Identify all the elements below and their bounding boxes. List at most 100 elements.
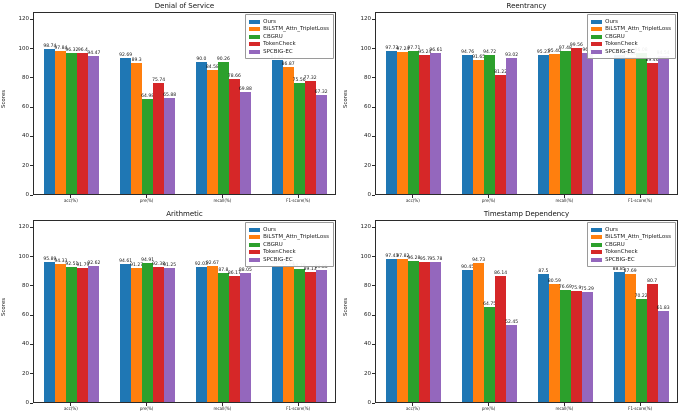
y-tick-label: 0 [25, 192, 30, 198]
bar-TokenCheck: 78.66 [228, 74, 241, 194]
bar-TokenCheck: 86.17 [228, 271, 241, 402]
bar-value-label: 94.61 [119, 258, 133, 264]
y-tick-mark [30, 343, 33, 345]
legend-item: Ours [591, 227, 671, 233]
bar-value-label: 96.28 [407, 256, 421, 262]
bar-value-label: 81.22 [494, 70, 508, 76]
y-tick-mark [372, 48, 375, 50]
y-tick-mark [372, 194, 375, 196]
y-tick-mark [372, 77, 375, 79]
bar-value-label: 80.59 [547, 279, 561, 285]
y-tick-mark [372, 256, 375, 258]
bar-BiLSTM_Attn_TripletLoss: 91.27 [130, 263, 143, 402]
bar-value-label: 94.73 [472, 258, 486, 264]
y-tick-label: 80 [364, 282, 371, 289]
y-tick-mark [30, 314, 33, 316]
bar-SPCBIG-EC: 92.62 [87, 261, 100, 402]
bar-SPCBIG-EC: 96.61 [429, 48, 442, 194]
bar-value-label: 88.05 [238, 268, 252, 274]
legend-item: CBGRU [249, 34, 329, 40]
chart-title: Denial of Service [154, 2, 215, 10]
bar-value-label: 95.24 [418, 49, 432, 55]
bar-BiLSTM_Attn_TripletLoss: 87.69 [624, 269, 637, 402]
legend-item: BiLSTM_Attn_TripletLoss [591, 26, 671, 32]
chart-title: Reentrancy [506, 2, 547, 10]
x-tick-label: pre(%) [139, 406, 154, 411]
legend-swatch [249, 49, 261, 54]
bar-value-label: 96.61 [429, 47, 443, 53]
bar-SPCBIG-EC: 91.25 [163, 263, 176, 402]
bar-value-label: 67.32 [314, 90, 328, 96]
legend-swatch [249, 257, 261, 262]
bar-value-label: 94.33 [54, 258, 68, 264]
y-tick-label: 80 [22, 282, 29, 289]
y-tick-mark [372, 18, 375, 20]
y-tick-label: 80 [364, 74, 371, 81]
bar-value-label: 94.47 [87, 50, 101, 56]
legend-swatch [249, 235, 261, 239]
bar-value-label: 97.73 [385, 45, 399, 51]
bar-value-label: 96.4 [77, 47, 88, 53]
subplot-denial-of-service: Denial of Service Scores 98.74 97.84 96.32… [0, 0, 342, 208]
bar-value-label: 95.23 [536, 49, 550, 55]
y-tick-mark [30, 135, 33, 137]
legend: Ours BiLSTM_Attn_TripletLoss CBGRU TokenChe… [587, 14, 676, 59]
y-tick-label: 0 [25, 400, 30, 406]
legend-item: CBGRU [249, 242, 329, 248]
y-tick-label: 20 [364, 162, 371, 169]
bar-BiLSTM_Attn_TripletLoss: 91.65 [472, 55, 485, 194]
x-tick-label: pre(%) [481, 198, 496, 203]
x-tick-label: acc(%) [63, 198, 78, 203]
bar-TokenCheck: 80.7 [646, 279, 658, 402]
bar-value-label: 87.69 [623, 268, 637, 274]
bar-SPCBIG-EC: 75.29 [581, 287, 594, 402]
bar-CBGRU: 76.69 [559, 285, 572, 402]
bar-value-label: 84.58 [205, 65, 219, 71]
legend-item: TokenCheck [249, 41, 329, 47]
bar-group: 90.0 84.58 90.26 78.66 69.88 [195, 13, 252, 194]
bar-value-label: 52.45 [505, 320, 519, 326]
plot-area: 97.73 97.24 97.71 95.24 96.61 94.76 91.65 94.72… [375, 12, 678, 195]
y-tick-label: 20 [22, 370, 29, 377]
bar-Ours: 92.9 [271, 261, 283, 402]
bar-value-label: 95.89 [43, 256, 57, 262]
bar-CBGRU: 92.51 [65, 262, 78, 402]
bar-SPCBIG-EC: 67.32 [315, 90, 328, 194]
y-tick-mark [372, 373, 375, 375]
bar-Ours: 90.45 [461, 265, 474, 402]
subplot-reentrancy: Reentrancy Scores 97.73 97.24 97.71 95.24 96… [342, 0, 685, 208]
y-tick-mark [30, 373, 33, 375]
x-tick-mark [563, 403, 565, 406]
x-tick-mark [412, 403, 414, 406]
bar-TokenCheck: 81.22 [494, 70, 507, 194]
legend-item: BiLSTM_Attn_TripletLoss [249, 26, 329, 32]
x-tick-label: pre(%) [481, 406, 496, 411]
bar-SPCBIG-EC: 69.88 [239, 87, 252, 194]
y-tick-label: 80 [22, 74, 29, 81]
bar-BiLSTM_Attn_TripletLoss: 93.66 [624, 52, 637, 194]
legend-swatch [591, 227, 603, 232]
bar-group: 94.61 91.27 94.91 92.38 91.25 [119, 221, 176, 402]
legend-swatch [249, 42, 261, 46]
y-tick-mark [372, 343, 375, 345]
bar-BiLSTM_Attn_TripletLoss: 92.67 [206, 261, 219, 402]
y-tick-mark [30, 77, 33, 79]
bar-Ours: 92.69 [119, 53, 132, 194]
legend-swatch [249, 250, 261, 254]
bar-SPCBIG-EC: 96.1 [581, 48, 593, 194]
bar-value-label: 64.98 [141, 93, 155, 99]
legend-item: Ours [249, 227, 329, 233]
plot-area: 95.89 94.33 92.51 91.79 92.62 94.61 91.27 94.91… [33, 220, 336, 403]
legend-label: CBGRU [605, 241, 625, 248]
legend-label: TokenCheck [263, 41, 296, 47]
y-tick-label: 120 [18, 16, 30, 23]
bar-CBGRU: 90.79 [293, 264, 306, 402]
legend-item: SPCBIG-EC [249, 257, 329, 263]
x-tick-mark [639, 195, 641, 198]
bar-CBGRU: 96.08 [635, 48, 648, 194]
x-tick-label: acc(%) [405, 406, 420, 411]
legend: Ours BiLSTM_Attn_TripletLoss CBGRU TokenChe… [245, 222, 334, 267]
y-tick-label: 20 [22, 162, 29, 169]
legend-label: CBGRU [263, 33, 283, 40]
bar-value-label: 90.0 [196, 57, 207, 63]
